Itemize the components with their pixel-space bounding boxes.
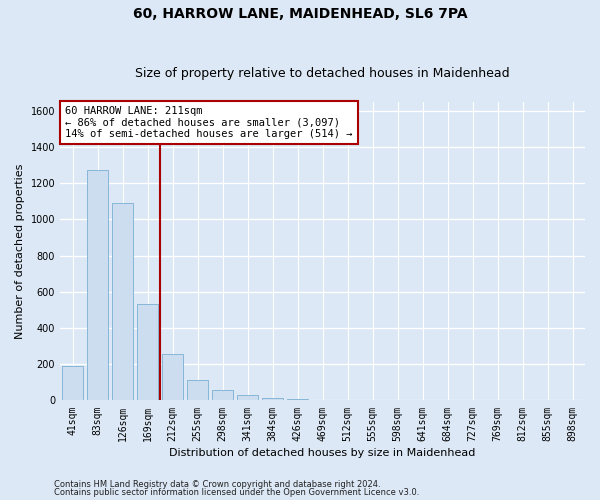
Title: Size of property relative to detached houses in Maidenhead: Size of property relative to detached ho… [135, 66, 510, 80]
Text: 60, HARROW LANE, MAIDENHEAD, SL6 7PA: 60, HARROW LANE, MAIDENHEAD, SL6 7PA [133, 8, 467, 22]
Bar [262, 398, 283, 400]
X-axis label: Distribution of detached houses by size in Maidenhead: Distribution of detached houses by size … [169, 448, 476, 458]
Bar [112, 203, 133, 400]
Bar [62, 366, 83, 400]
Bar [162, 354, 183, 401]
Text: 60 HARROW LANE: 211sqm
← 86% of detached houses are smaller (3,097)
14% of semi-: 60 HARROW LANE: 211sqm ← 86% of detached… [65, 106, 353, 139]
Y-axis label: Number of detached properties: Number of detached properties [15, 164, 25, 338]
Bar [87, 170, 108, 400]
Bar [237, 395, 258, 400]
Bar [137, 304, 158, 400]
Text: Contains HM Land Registry data © Crown copyright and database right 2024.: Contains HM Land Registry data © Crown c… [54, 480, 380, 489]
Text: Contains public sector information licensed under the Open Government Licence v3: Contains public sector information licen… [54, 488, 419, 497]
Bar [212, 390, 233, 400]
Bar [187, 380, 208, 400]
Bar [287, 399, 308, 400]
